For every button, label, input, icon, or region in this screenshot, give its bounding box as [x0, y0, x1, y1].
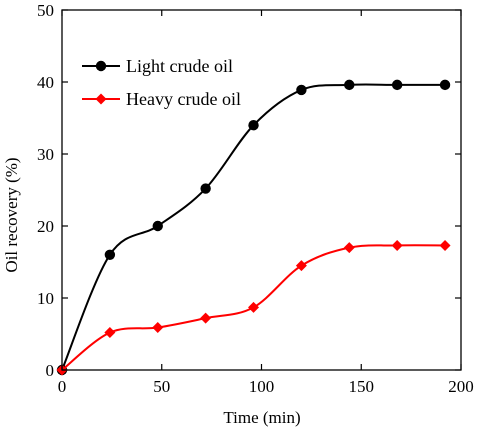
legend-marker: [95, 60, 107, 72]
data-point: [248, 120, 259, 131]
data-point: [104, 327, 116, 339]
y-axis-title: Oil recovery (%): [2, 157, 21, 272]
legend: Light crude oil Heavy crude oil: [82, 56, 241, 109]
plot-frame: [61, 9, 462, 371]
data-point: [200, 183, 211, 194]
x-tick-label: 50: [153, 377, 170, 396]
data-point: [343, 242, 355, 254]
ticks-layer: 0 10 20 30 40 50 0 50 100 150 200: [37, 1, 474, 396]
y-tick-label: 40: [37, 73, 54, 92]
y-tick-label: 50: [37, 1, 54, 20]
legend-label: Heavy crude oil: [126, 89, 241, 109]
data-point: [152, 220, 163, 232]
y-tick-label: 10: [37, 289, 54, 308]
legend-item: Heavy crude oil: [82, 89, 241, 109]
series-2: [56, 239, 451, 376]
data-point: [295, 260, 307, 272]
y-tick-label: 0: [46, 361, 55, 380]
x-tick-label: 0: [58, 377, 67, 396]
series-1: [56, 79, 451, 376]
y-tick-label: 20: [37, 217, 54, 236]
x-tick-label: 100: [249, 377, 275, 396]
data-point: [391, 79, 403, 91]
x-axis-title: Time (min): [223, 408, 300, 427]
data-point: [296, 84, 307, 96]
y-tick-label: 30: [37, 145, 54, 164]
legend-label: Light crude oil: [126, 56, 233, 76]
data-point: [391, 239, 403, 251]
data-point: [152, 322, 164, 334]
legend-marker: [95, 93, 107, 105]
y-axis-title-group: Oil recovery (%): [2, 157, 21, 272]
data-point: [104, 249, 116, 260]
data-point: [200, 312, 212, 324]
series-layer: [56, 79, 451, 376]
data-point: [439, 239, 451, 251]
data-point: [439, 79, 451, 91]
x-tick-label: 200: [448, 377, 474, 396]
legend-item: Light crude oil: [82, 56, 233, 76]
data-point: [344, 79, 355, 91]
data-point: [248, 301, 260, 313]
x-tick-label: 150: [349, 377, 375, 396]
